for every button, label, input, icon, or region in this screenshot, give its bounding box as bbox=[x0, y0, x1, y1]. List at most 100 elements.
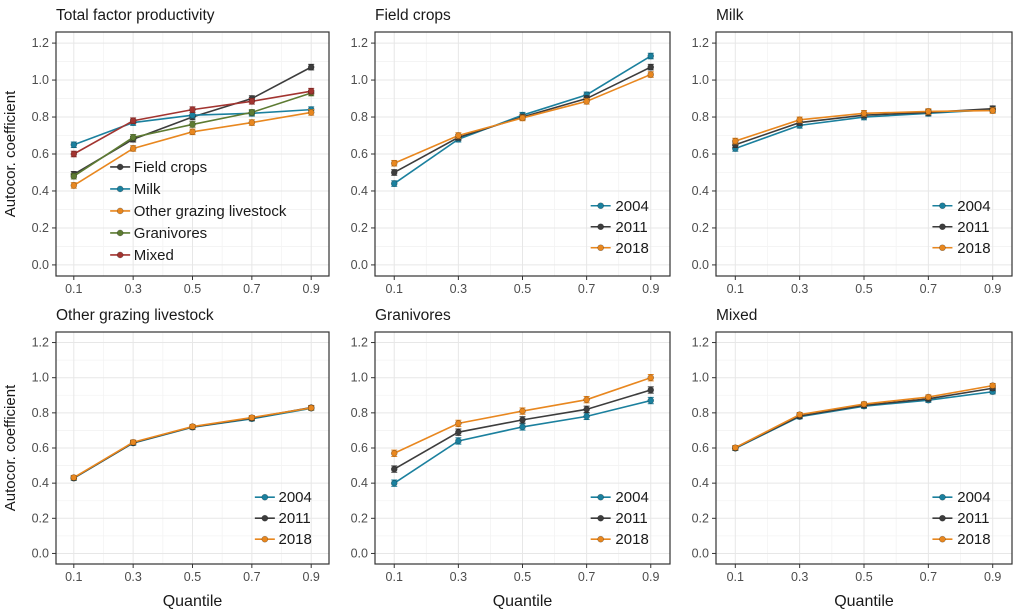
data-point bbox=[455, 132, 462, 139]
series-2004 bbox=[390, 396, 655, 487]
legend-item: 2004 bbox=[590, 489, 649, 506]
chart-svg: 0.1 0.3 0.5 0.7 0.9 0.0 0.2 0.4 0.6 0.8 1.0 1.2 Mixe… bbox=[692, 307, 1013, 610]
axis-ticks bbox=[52, 342, 312, 568]
data-point bbox=[519, 407, 526, 415]
legend-item: Other grazing livestock bbox=[110, 203, 287, 220]
legend-item: 2011 bbox=[932, 219, 990, 236]
data-point bbox=[307, 109, 315, 116]
data-point bbox=[583, 98, 590, 105]
x-tick-label: 0.3 bbox=[124, 282, 141, 296]
x-tick-label: 0.1 bbox=[386, 570, 403, 584]
x-axis-title: Quantile bbox=[834, 593, 894, 610]
panel-field-crops: 0.1 0.3 0.5 0.7 0.9 0.0 0.2 0.4 0.6 0.8 1.0 1.2 Fiel… bbox=[341, 0, 682, 300]
y-tick-label: 1.2 bbox=[32, 36, 49, 50]
y-tick-label: 0.6 bbox=[692, 147, 709, 161]
x-tick-label: 0.3 bbox=[450, 570, 467, 584]
x-tick-label: 0.7 bbox=[578, 570, 595, 584]
series-other-grazing-livestock bbox=[70, 109, 315, 189]
legend-item: 2011 bbox=[932, 510, 990, 527]
legend-label: Mixed bbox=[134, 247, 174, 264]
data-point bbox=[189, 423, 196, 430]
legend-label: 2004 bbox=[957, 198, 990, 215]
data-point bbox=[796, 411, 803, 418]
x-tick-label: 0.1 bbox=[727, 282, 744, 296]
x-axis-title: Quantile bbox=[493, 593, 553, 610]
x-tick-label: 0.3 bbox=[791, 282, 808, 296]
x-tick-label: 0.5 bbox=[514, 282, 531, 296]
chart-svg: 0.1 0.3 0.5 0.7 0.9 0.0 0.2 0.4 0.6 0.8 1.0 1.2 Othe… bbox=[2, 307, 330, 610]
axis-ticks bbox=[712, 42, 994, 280]
x-tick-label: 0.7 bbox=[920, 570, 937, 584]
x-tick-label: 0.9 bbox=[303, 570, 320, 584]
data-point bbox=[70, 474, 78, 481]
legend-key-point-icon bbox=[116, 229, 124, 237]
grid-major bbox=[56, 332, 329, 564]
y-tick-label: 0.0 bbox=[692, 258, 709, 272]
legend-item: Granivores bbox=[110, 225, 207, 242]
data-point bbox=[70, 150, 78, 158]
data-point bbox=[307, 87, 315, 95]
y-tick-label: 0.4 bbox=[32, 476, 49, 490]
series-2018 bbox=[390, 71, 655, 167]
x-tick-label: 0.9 bbox=[984, 570, 1001, 584]
series-2018 bbox=[390, 374, 655, 457]
data-point bbox=[189, 106, 196, 113]
grid-major bbox=[716, 32, 1012, 276]
legend-key-point-icon bbox=[597, 223, 604, 231]
y-tick-label: 0.8 bbox=[351, 110, 368, 124]
x-tick-label: 0.7 bbox=[578, 282, 595, 296]
data-point bbox=[647, 374, 655, 381]
axis-ticks bbox=[371, 342, 652, 568]
y-tick-label: 1.2 bbox=[351, 36, 368, 50]
legend-key-point-icon bbox=[939, 535, 946, 543]
legend: 2004 2011 2018 bbox=[590, 198, 649, 257]
y-tick-label: 1.2 bbox=[32, 336, 49, 350]
legend-key-point-icon bbox=[597, 202, 604, 210]
y-tick-label: 0.6 bbox=[351, 441, 368, 455]
grid-major bbox=[375, 332, 670, 564]
series-2018 bbox=[732, 382, 996, 451]
data-point bbox=[583, 396, 590, 403]
y-tick-label: 0.6 bbox=[692, 441, 709, 455]
legend-item: Milk bbox=[110, 181, 161, 198]
x-tick-label: 0.7 bbox=[243, 570, 260, 584]
data-point bbox=[248, 414, 256, 421]
series-mixed bbox=[70, 87, 315, 158]
data-point bbox=[248, 98, 256, 105]
legend-label: 2011 bbox=[957, 219, 989, 236]
legend-key-point-icon bbox=[116, 163, 124, 171]
panel-title: Granivores bbox=[375, 307, 451, 324]
panel-title: Total factor productivity bbox=[56, 7, 215, 24]
y-tick-label: 0.4 bbox=[32, 184, 49, 198]
y-tick-label: 0.2 bbox=[351, 221, 368, 235]
data-point bbox=[583, 406, 590, 413]
data-point bbox=[70, 182, 78, 189]
x-tick-label: 0.9 bbox=[642, 570, 659, 584]
y-axis-title: Autocor. coefficient bbox=[2, 384, 19, 511]
data-point bbox=[989, 107, 996, 114]
data-point bbox=[70, 141, 78, 149]
legend-label: Field crops bbox=[134, 159, 207, 176]
legend-label: 2018 bbox=[957, 531, 990, 548]
data-point bbox=[925, 108, 932, 115]
x-tick-label: 0.9 bbox=[642, 282, 659, 296]
axis-ticks bbox=[52, 42, 312, 280]
axis-ticks bbox=[371, 42, 652, 280]
legend-label: 2011 bbox=[957, 510, 989, 527]
x-tick-label: 0.9 bbox=[984, 282, 1001, 296]
y-tick-label: 0.8 bbox=[32, 110, 49, 124]
data-point bbox=[189, 121, 196, 128]
chart-svg: 0.1 0.3 0.5 0.7 0.9 0.0 0.2 0.4 0.6 0.8 1.0 1.2 Milk… bbox=[692, 7, 1013, 296]
legend: 2004 2011 2018 bbox=[254, 489, 312, 548]
y-tick-label: 0.6 bbox=[351, 147, 368, 161]
series-2018 bbox=[70, 404, 315, 481]
x-tick-label: 0.5 bbox=[184, 570, 201, 584]
legend-item: 2018 bbox=[590, 240, 649, 257]
y-tick-label: 0.4 bbox=[351, 476, 368, 490]
legend-label: Milk bbox=[134, 181, 161, 198]
data-point bbox=[989, 382, 996, 389]
x-tick-label: 0.5 bbox=[184, 282, 201, 296]
data-point bbox=[70, 172, 78, 180]
legend-key-point-icon bbox=[939, 202, 946, 210]
data-point bbox=[455, 420, 462, 427]
